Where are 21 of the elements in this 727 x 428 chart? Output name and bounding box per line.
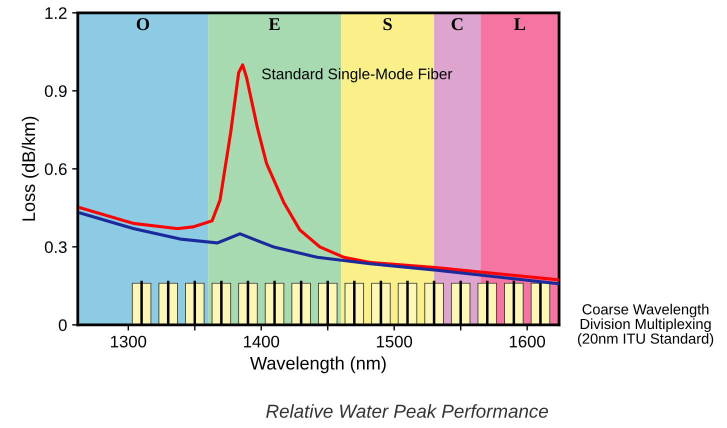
band-label: S	[384, 18, 392, 30]
x-axis-title: Wavelength (nm)	[250, 356, 386, 374]
line-series	[78, 212, 560, 286]
y-tick-label: 0.6	[44, 163, 67, 176]
y-tick-label: 0.9	[44, 85, 67, 98]
x-tick-label: 1400	[244, 336, 280, 348]
band-label: E	[268, 18, 280, 30]
text: Coarse Wavelength Division Multiplexing (20nm ITU Standard)	[578, 304, 714, 347]
y-axis-title: Loss (dB/km)	[22, 116, 39, 221]
y-tick-label: 1.2	[45, 7, 67, 19]
band-label: C	[452, 18, 462, 30]
y-tick-label: 0.3	[44, 241, 67, 254]
series-label: Standard Single-Mode Fiber	[262, 68, 452, 82]
y-tick-label: 0	[58, 319, 67, 332]
band-label: O	[136, 18, 150, 30]
text: Relative Water Peak Performance	[266, 404, 548, 418]
line-series	[78, 63, 560, 282]
x-tick-label: 1300	[111, 336, 146, 348]
band-label: L	[514, 18, 526, 30]
x-tick-label: 1500	[376, 336, 412, 348]
x-tick-label: 1600	[510, 336, 546, 348]
